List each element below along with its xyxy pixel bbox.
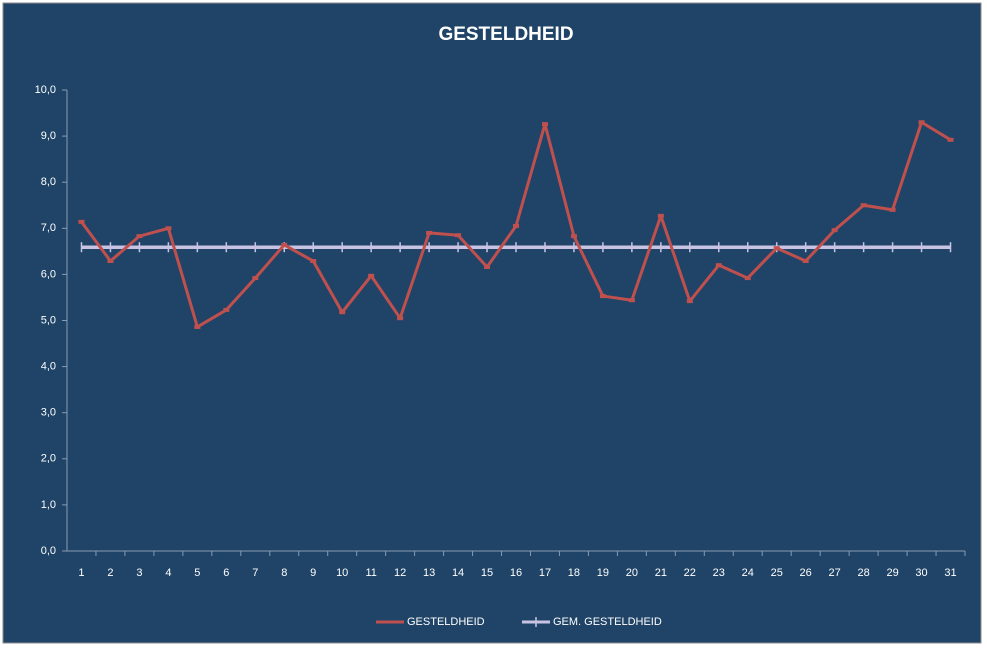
x-tick-label: 8 — [281, 567, 287, 579]
x-tick-label: 30 — [915, 567, 927, 579]
legend-label: GEM. GESTELDHEID — [553, 616, 662, 628]
x-tick-label: 11 — [365, 567, 376, 579]
x-tick-label: 10 — [336, 567, 348, 579]
x-tick-label: 6 — [223, 567, 229, 579]
x-tick-label: 24 — [742, 567, 754, 579]
x-tick-label: 9 — [310, 567, 316, 579]
x-tick-label: 12 — [394, 567, 406, 579]
x-tick-label: 23 — [713, 567, 725, 579]
x-tick-label: 29 — [886, 567, 898, 579]
y-tick-label: 9,0 — [41, 130, 56, 142]
x-tick-label: 16 — [510, 567, 522, 579]
x-tick-label: 18 — [568, 567, 580, 579]
y-tick-label: 10,0 — [35, 84, 56, 96]
y-tick-label: 2,0 — [41, 453, 56, 465]
y-tick-label: 6,0 — [41, 268, 56, 280]
y-tick-label: 0,0 — [41, 545, 56, 557]
x-tick-label: 27 — [829, 567, 841, 579]
x-tick-label: 7 — [252, 567, 258, 579]
x-tick-label: 1 — [78, 567, 84, 579]
x-tick-label: 28 — [857, 567, 869, 579]
legend-label: GESTELDHEID — [407, 616, 485, 628]
x-tick-label: 15 — [481, 567, 493, 579]
x-tick-label: 21 — [655, 567, 667, 579]
x-tick-label: 5 — [194, 567, 200, 579]
y-tick-label: 4,0 — [41, 361, 56, 373]
y-tick-label: 1,0 — [41, 499, 56, 511]
x-tick-label: 17 — [539, 567, 551, 579]
x-tick-label: 20 — [626, 567, 638, 579]
x-tick-label: 13 — [423, 567, 435, 579]
x-tick-label: 26 — [800, 567, 812, 579]
x-tick-label: 31 — [944, 567, 956, 579]
x-tick-label: 3 — [136, 567, 142, 579]
y-tick-label: 5,0 — [41, 314, 56, 326]
y-tick-label: 7,0 — [41, 222, 56, 234]
chart-title: GESTELDHEID — [438, 24, 573, 45]
y-tick-label: 8,0 — [41, 176, 56, 188]
x-tick-label: 2 — [107, 567, 113, 579]
x-tick-label: 25 — [771, 567, 783, 579]
x-tick-label: 22 — [684, 567, 696, 579]
y-tick-label: 3,0 — [41, 407, 56, 419]
x-tick-label: 19 — [597, 567, 609, 579]
x-tick-label: 4 — [165, 567, 171, 579]
x-tick-label: 14 — [452, 567, 464, 579]
